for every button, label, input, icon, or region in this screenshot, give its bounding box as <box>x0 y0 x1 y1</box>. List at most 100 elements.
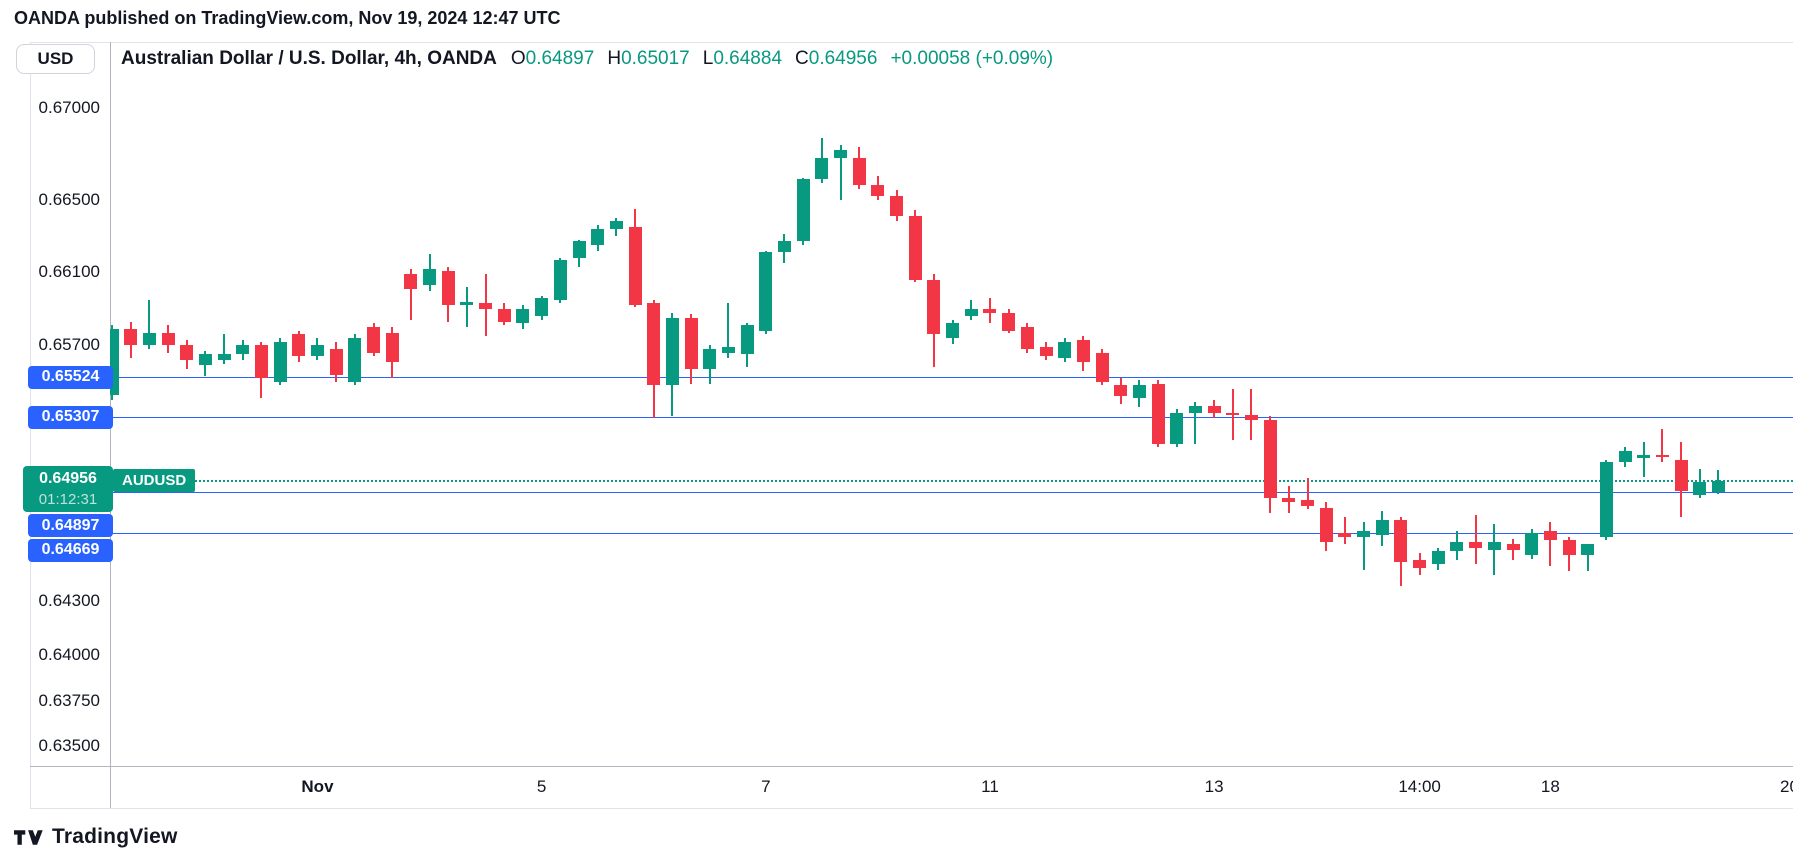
candle-body <box>834 150 848 158</box>
candle-wick <box>1586 544 1589 572</box>
candle-body <box>721 347 735 353</box>
candle-body <box>385 332 399 362</box>
candle-wick <box>1362 522 1365 570</box>
candle-wick <box>1343 516 1346 545</box>
frame-border-bottom <box>30 808 1793 809</box>
candle-body <box>1076 339 1090 362</box>
ohlc-low: L0.64884 <box>702 48 783 69</box>
chart-legend: Australian Dollar / U.S. Dollar, 4h, OAN… <box>121 44 1053 74</box>
candle-body <box>796 179 810 242</box>
candle-wick <box>1306 478 1309 510</box>
bar-countdown: 01:12:31 <box>38 490 98 508</box>
candle-body <box>110 328 119 395</box>
candle-body <box>1132 385 1146 399</box>
candle-body <box>423 268 437 286</box>
candle-wick <box>409 268 412 320</box>
candle-body <box>1525 533 1539 555</box>
candle-body <box>1039 347 1053 357</box>
candle-body <box>479 303 493 309</box>
current-price-value: 0.64956 <box>39 469 97 487</box>
candle-body <box>815 157 829 180</box>
candle-body <box>1095 352 1109 382</box>
candle-body <box>1711 480 1725 492</box>
candle-body <box>124 328 138 346</box>
candle-body <box>703 349 717 370</box>
candle-body <box>348 338 362 382</box>
time-axis-label: 5 <box>536 777 547 796</box>
candle-wick <box>1493 524 1496 576</box>
candle-body <box>1301 500 1315 506</box>
candle-wick <box>1194 401 1197 444</box>
candle-body <box>1506 544 1520 550</box>
candle-body <box>684 318 698 370</box>
candle-body <box>628 226 642 306</box>
candle-body <box>1170 412 1184 444</box>
candle-body <box>516 308 530 324</box>
candle-wick <box>727 303 730 359</box>
alert-price-line[interactable] <box>110 417 1793 418</box>
price-chart-plot[interactable] <box>110 42 1793 766</box>
candle-wick <box>465 287 468 328</box>
candle-body <box>1357 531 1371 537</box>
alert-price-badge[interactable]: 0.64897 <box>28 514 113 538</box>
candle-body <box>1543 531 1557 541</box>
tradingview-logo[interactable]: TradingView <box>14 825 178 849</box>
candle-body <box>1450 542 1464 552</box>
alert-price-line[interactable] <box>110 533 1793 535</box>
currency-unit-button[interactable]: USD <box>16 44 95 74</box>
candle-body <box>1058 341 1072 359</box>
alert-price-line[interactable] <box>110 377 1793 379</box>
candle-body <box>310 345 324 357</box>
candle-body <box>1207 405 1221 413</box>
alert-price-badge[interactable]: 0.65524 <box>28 365 113 389</box>
candle-body <box>740 325 754 355</box>
candle-body <box>1244 414 1258 421</box>
candle-body <box>1188 405 1202 413</box>
candle-body <box>180 345 194 360</box>
publish-note: OANDA published on TradingView.com, Nov … <box>14 8 561 28</box>
candle-body <box>908 215 922 280</box>
candle-body <box>1618 451 1632 463</box>
time-axis[interactable]: Nov 5 7 11 13 14:00 18 20 <box>0 766 1793 808</box>
alert-price-badge[interactable]: 0.65307 <box>28 405 113 429</box>
candle-body <box>254 345 268 379</box>
price-tick-label: 0.64000 <box>38 645 100 665</box>
time-axis-separator <box>30 766 1793 767</box>
candle-body <box>1562 540 1576 555</box>
price-tick-label: 0.66500 <box>38 189 100 209</box>
price-tick-label: 0.63750 <box>38 690 100 710</box>
candle-body <box>1394 520 1408 563</box>
candle-wick <box>1661 429 1664 463</box>
tradingview-logo-icon <box>14 829 43 845</box>
candle-body <box>1151 383 1165 444</box>
price-tick-label: 0.67000 <box>38 98 100 118</box>
alert-price-badge[interactable]: 0.64669 <box>28 538 113 562</box>
candle-body <box>535 297 549 317</box>
candle-body <box>1674 460 1688 492</box>
candle-body <box>983 308 997 313</box>
candle-body <box>964 308 978 317</box>
candle-body <box>572 241 586 258</box>
alert-price-line[interactable] <box>110 491 1793 493</box>
candle-body <box>1599 462 1613 537</box>
symbol-title[interactable]: Australian Dollar / U.S. Dollar, 4h, OAN… <box>121 48 497 69</box>
candle-body <box>1693 482 1707 495</box>
candle-body <box>759 252 773 331</box>
candle-wick <box>1231 389 1234 441</box>
candle-body <box>236 345 250 355</box>
time-axis-label: 20 <box>1779 777 1793 796</box>
candle-body <box>553 259 567 300</box>
current-price-badge[interactable]: 0.64956 01:12:31 <box>23 465 113 512</box>
candle-body <box>460 301 474 306</box>
candle-wick <box>839 144 842 200</box>
candle-body <box>927 279 941 335</box>
candle-body <box>161 332 175 346</box>
candle-body <box>1002 312 1016 331</box>
ohlc-high: H0.65017 <box>607 48 690 69</box>
candle-body <box>946 323 960 339</box>
change-value: +0.00058 (+0.09%) <box>890 48 1054 69</box>
time-axis-label: 14:00 <box>1398 777 1441 796</box>
price-tick-label: 0.66100 <box>38 262 100 282</box>
price-tick-label: 0.65700 <box>38 335 100 355</box>
